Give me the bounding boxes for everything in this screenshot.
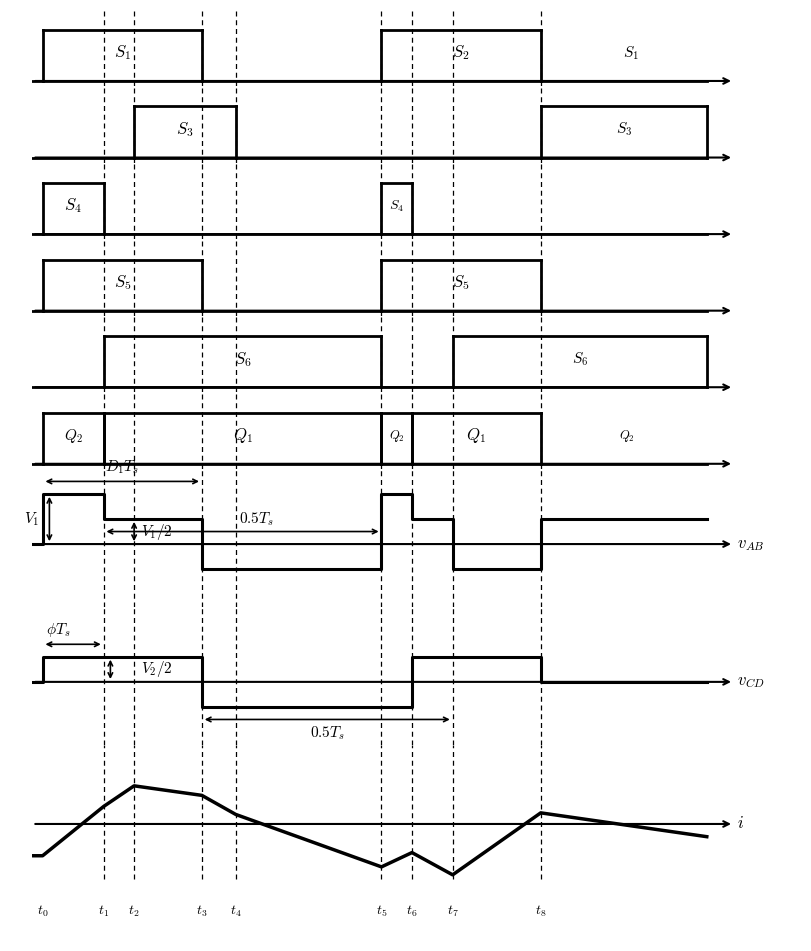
Text: $S_4$: $S_4$ — [389, 199, 404, 214]
Text: $V_1$: $V_1$ — [24, 510, 39, 528]
Text: $V_2/2$: $V_2/2$ — [141, 659, 173, 679]
Text: $t_0$: $t_0$ — [36, 903, 49, 919]
Text: $Q_1$: $Q_1$ — [233, 426, 252, 445]
Text: $S_6$: $S_6$ — [572, 350, 588, 368]
Text: $\phi T_s$: $\phi T_s$ — [46, 621, 71, 639]
Text: $t_5$: $t_5$ — [375, 903, 387, 919]
Text: $S_1$: $S_1$ — [114, 44, 131, 63]
Text: $S_1$: $S_1$ — [623, 44, 638, 62]
Text: $S_5$: $S_5$ — [453, 273, 470, 292]
Text: $S_3$: $S_3$ — [176, 120, 194, 139]
Text: $t_1$: $t_1$ — [98, 903, 109, 919]
Text: $v_{CD}$: $v_{CD}$ — [737, 673, 765, 690]
Text: $0.5T_s$: $0.5T_s$ — [238, 510, 273, 528]
Text: $i$: $i$ — [737, 815, 744, 832]
Text: $S_6$: $S_6$ — [234, 350, 251, 369]
Text: $Q_1$: $Q_1$ — [466, 426, 487, 445]
Text: $S_5$: $S_5$ — [114, 273, 131, 292]
Text: $D_1T_s$: $D_1T_s$ — [105, 458, 139, 476]
Text: $v_{AB}$: $v_{AB}$ — [737, 535, 765, 553]
Text: $t_6$: $t_6$ — [406, 903, 418, 919]
Text: $t_4$: $t_4$ — [230, 903, 242, 919]
Text: $S_2$: $S_2$ — [453, 44, 470, 63]
Text: $t_2$: $t_2$ — [128, 903, 139, 919]
Text: $S_4$: $S_4$ — [64, 197, 82, 216]
Text: $0.5T_s$: $0.5T_s$ — [310, 725, 345, 742]
Text: $Q_2$: $Q_2$ — [64, 427, 83, 445]
Text: $Q_2$: $Q_2$ — [388, 428, 405, 444]
Text: $S_3$: $S_3$ — [616, 121, 632, 138]
Text: $t_8$: $t_8$ — [535, 903, 547, 919]
Text: $t_7$: $t_7$ — [447, 903, 458, 919]
Text: $V_1/2$: $V_1/2$ — [141, 521, 173, 541]
Text: $t_3$: $t_3$ — [196, 903, 208, 919]
Text: $Q_2$: $Q_2$ — [620, 428, 635, 444]
